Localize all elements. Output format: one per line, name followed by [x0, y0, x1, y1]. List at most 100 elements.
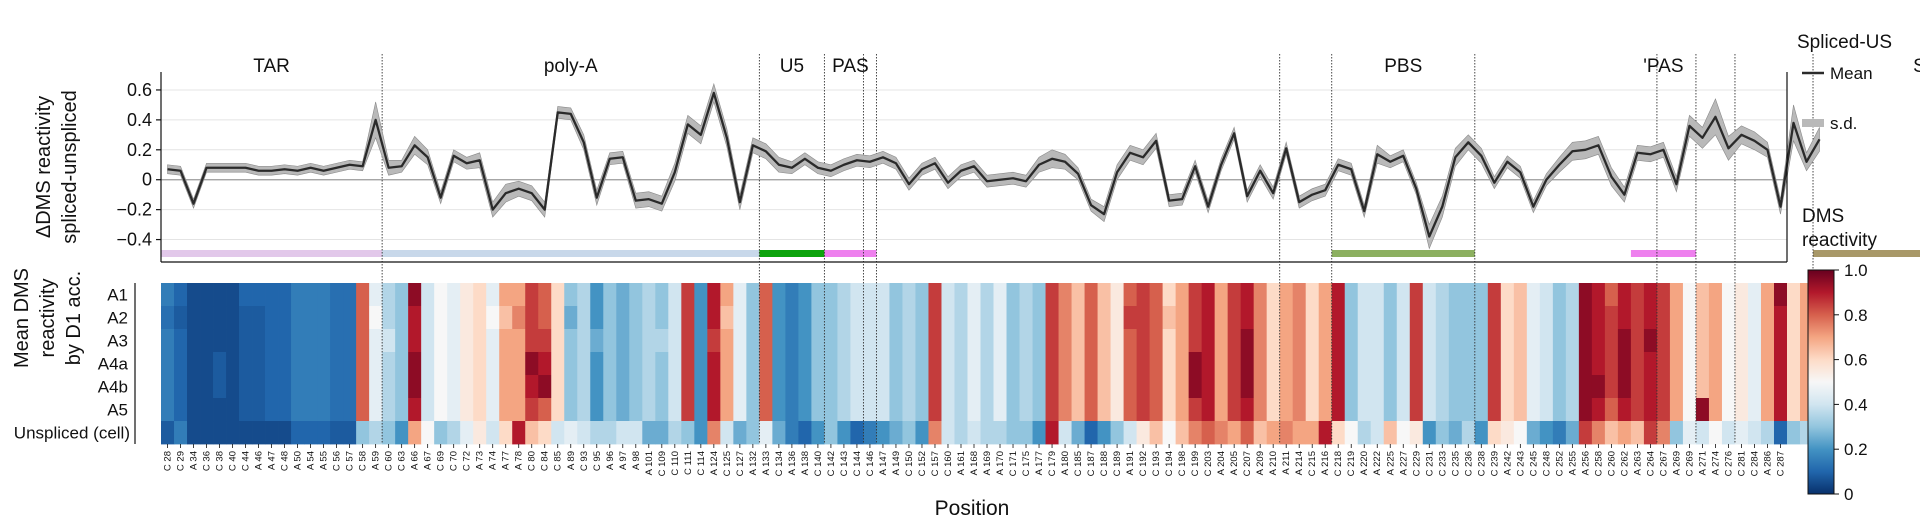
heatmap-cell — [1110, 352, 1124, 376]
heatmap-cell — [1708, 329, 1723, 353]
heatmap-cell — [1734, 329, 1749, 353]
heatmap-cell — [1643, 421, 1658, 445]
x-tick-label: C 219 — [1346, 451, 1357, 476]
heatmap-cell — [759, 375, 773, 399]
heatmap-cell — [1591, 329, 1606, 353]
heatmap-cell — [1474, 283, 1489, 307]
x-tick-label: A 286 — [1762, 451, 1773, 475]
heatmap-cell — [564, 283, 578, 307]
x-tick-label: A 89 — [566, 451, 577, 470]
heatmap-cell — [915, 398, 929, 422]
heatmap-cell — [876, 329, 890, 353]
heatmap-cell — [447, 352, 461, 376]
heatmap-cell — [1097, 375, 1111, 399]
x-tick-label: C 194 — [1164, 451, 1175, 476]
heatmap-cell — [733, 306, 747, 330]
heatmap-cell — [1513, 329, 1528, 353]
heatmap-cell — [980, 375, 994, 399]
heatmap-cell — [785, 329, 799, 353]
heatmap-cell — [1344, 306, 1359, 330]
heatmap-cell — [798, 352, 812, 376]
heatmap-cell — [1422, 352, 1437, 376]
heatmap-cell — [993, 352, 1007, 376]
heatmap-cell — [993, 421, 1007, 445]
heatmap-cell — [1305, 375, 1320, 399]
heatmap-cell — [1773, 398, 1788, 422]
heatmap-cell — [1669, 352, 1684, 376]
heatmap-cell — [200, 421, 214, 445]
mean-line — [167, 91, 1821, 238]
heatmap-cell — [1227, 375, 1242, 399]
heatmap-cell — [239, 421, 253, 445]
heatmap-cell — [187, 375, 201, 399]
heatmap-cell — [1305, 306, 1320, 330]
heatmap-cell — [1058, 283, 1072, 307]
heatmap-cell — [343, 375, 357, 399]
heatmap-cell — [681, 421, 695, 445]
heatmap-cell — [733, 421, 747, 445]
y-tick-label: 0 — [142, 170, 152, 190]
heatmap-cell — [1643, 398, 1658, 422]
x-tick-label: C 179 — [1047, 451, 1058, 476]
heatmap-cell — [720, 398, 734, 422]
heatmap-cell — [226, 329, 240, 353]
heatmap-cell — [551, 329, 565, 353]
heatmap-cell — [1136, 352, 1151, 376]
heatmap-cell — [1032, 398, 1046, 422]
heatmap-cell — [902, 398, 916, 422]
heatmap-cell — [1669, 421, 1684, 445]
x-tick-label: A 46 — [254, 451, 265, 470]
heatmap-cell — [1539, 421, 1554, 445]
heatmap-cell — [1175, 329, 1190, 353]
region-band — [161, 250, 383, 257]
heatmap-cell — [1383, 329, 1398, 353]
heatmap-cell — [239, 306, 253, 330]
heatmap-cell — [1162, 375, 1177, 399]
heatmap-cell — [1370, 306, 1385, 330]
heatmap-cell — [226, 283, 240, 307]
heatmap-cell — [1006, 306, 1020, 330]
heatmap-cell — [1253, 329, 1268, 353]
heatmap-cell — [174, 421, 188, 445]
heatmap-cell — [707, 421, 721, 445]
heatmap-cell — [1669, 283, 1684, 307]
heatmap-cell — [1435, 352, 1450, 376]
x-tick-label: A 54 — [306, 451, 317, 470]
heatmap-cell — [1630, 306, 1645, 330]
heatmap-cell — [902, 375, 916, 399]
heatmap-cell — [577, 421, 591, 445]
heatmap-cell — [1188, 352, 1203, 376]
x-tick-label: A 271 — [1697, 451, 1708, 475]
heatmap-cell — [356, 352, 370, 376]
heatmap-cell — [759, 398, 773, 422]
heatmap-cell — [1201, 398, 1216, 422]
heatmap-cell — [317, 352, 331, 376]
heatmap-cell — [1019, 375, 1033, 399]
heatmap-cell — [1279, 283, 1294, 307]
x-tick-label: A 255 — [1567, 451, 1578, 475]
heatmap-cell — [837, 398, 851, 422]
heatmap-cell — [369, 329, 383, 353]
heatmap-cell — [174, 398, 188, 422]
x-tick-label: C 72 — [462, 451, 473, 471]
heatmap-cell — [629, 421, 643, 445]
heatmap-cell — [1552, 398, 1567, 422]
x-tick-label: A 216 — [1320, 451, 1331, 475]
heatmap-cell — [1266, 421, 1281, 445]
heatmap-cell — [278, 352, 292, 376]
x-tick-label: C 114 — [696, 451, 707, 476]
heatmap-cell — [447, 329, 461, 353]
heatmap-cell — [1292, 375, 1307, 399]
heatmap-cell — [1734, 375, 1749, 399]
heatmap-cell — [1708, 306, 1723, 330]
heatmap-cell — [213, 329, 227, 353]
heatmap-cell — [1708, 375, 1723, 399]
heatmap-cell — [850, 398, 864, 422]
heatmap-cell — [1721, 375, 1736, 399]
heatmap-cell — [746, 306, 760, 330]
heatmap-cell — [330, 329, 344, 353]
heatmap-cell — [1409, 283, 1424, 307]
x-tick-label: C 142 — [826, 451, 837, 476]
heatmap-cell — [1461, 306, 1476, 330]
heatmap-cell — [941, 375, 955, 399]
